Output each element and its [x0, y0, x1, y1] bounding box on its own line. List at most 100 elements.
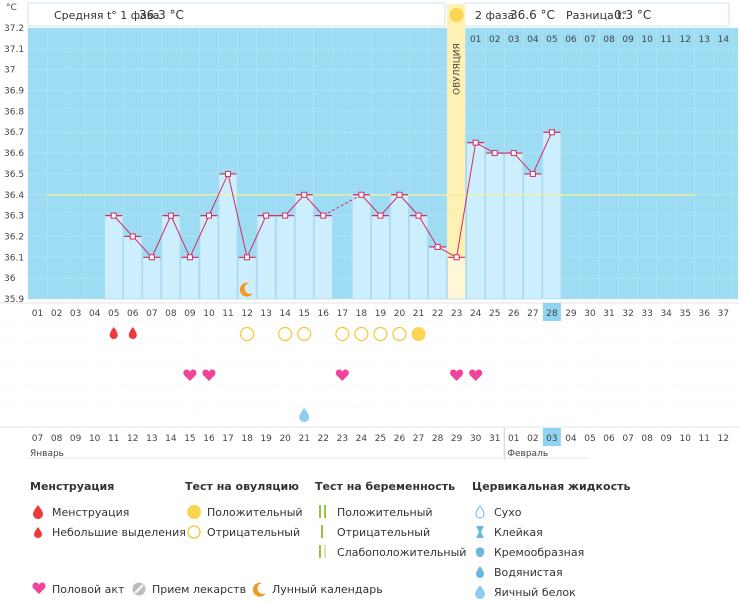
temperature-point[interactable]	[186, 254, 193, 261]
heart-icon[interactable]	[202, 369, 216, 382]
temperature-point[interactable]	[129, 233, 136, 240]
cycle-day-label[interactable]: 25	[489, 309, 500, 319]
calendar-date-label[interactable]: 29	[451, 434, 463, 444]
calendar-date-label[interactable]: 05	[584, 434, 595, 444]
cycle-day-label[interactable]: 36	[699, 309, 711, 319]
calendar-date-label[interactable]: 20	[279, 434, 291, 444]
calendar-date-label[interactable]: 01	[508, 434, 519, 444]
cycle-day-label[interactable]: 17	[337, 309, 348, 319]
calendar-date-label[interactable]: 11	[699, 434, 710, 444]
calendar-date-label[interactable]: 02	[527, 434, 538, 444]
cycle-day-label[interactable]: 20	[394, 309, 406, 319]
temperature-point[interactable]	[244, 254, 251, 261]
calendar-date-label[interactable]: 10	[89, 434, 101, 444]
cycle-day-label[interactable]: 23	[451, 309, 462, 319]
ovulation-test-negative-icon[interactable]	[335, 326, 350, 342]
ovulation-test-negative-icon[interactable]	[354, 326, 369, 342]
calendar-date-label[interactable]: 16	[203, 434, 215, 444]
temperature-point[interactable]	[167, 212, 174, 219]
temperature-point[interactable]	[225, 170, 232, 177]
cycle-day-label[interactable]: 11	[222, 309, 233, 319]
temperature-point[interactable]	[282, 212, 289, 219]
temperature-point[interactable]	[205, 212, 212, 219]
ovulation-test-negative-icon[interactable]	[297, 326, 312, 342]
calendar-date-label[interactable]: 15	[184, 434, 195, 444]
cycle-day-label[interactable]: 14	[279, 309, 291, 319]
cycle-day-label[interactable]: 06	[127, 309, 139, 319]
cycle-day-label[interactable]: 30	[584, 309, 596, 319]
calendar-date-label[interactable]: 04	[565, 434, 577, 444]
eggwhite-drop-icon[interactable]	[299, 408, 310, 422]
temperature-point[interactable]	[358, 191, 365, 198]
cycle-day-label[interactable]: 01	[32, 309, 43, 319]
ovulation-test-negative-icon[interactable]	[239, 326, 255, 342]
ovulation-test-positive-icon[interactable]	[411, 327, 426, 341]
temperature-point[interactable]	[148, 254, 155, 261]
calendar-date-label[interactable]: 12	[718, 434, 729, 444]
calendar-date-label[interactable]: 09	[70, 434, 82, 444]
cycle-day-label[interactable]: 21	[413, 309, 424, 319]
temperature-point[interactable]	[453, 254, 460, 261]
calendar-date-label[interactable]: 23	[337, 434, 348, 444]
cycle-day-label[interactable]: 16	[318, 309, 330, 319]
calendar-date-label[interactable]: 19	[260, 434, 272, 444]
cycle-day-label[interactable]: 34	[660, 309, 672, 319]
cycle-day-label[interactable]: 32	[622, 309, 633, 319]
cycle-day-label[interactable]: 28	[546, 309, 558, 319]
calendar-date-label[interactable]: 08	[641, 434, 653, 444]
calendar-date-label[interactable]: 24	[356, 434, 368, 444]
heart-icon[interactable]	[335, 369, 349, 382]
temperature-point[interactable]	[472, 139, 479, 146]
calendar-date-label[interactable]: 17	[222, 434, 233, 444]
calendar-date-label[interactable]: 25	[375, 434, 386, 444]
calendar-date-label[interactable]: 07	[622, 434, 633, 444]
temperature-point[interactable]	[434, 243, 441, 250]
ovulation-test-negative-icon[interactable]	[278, 326, 293, 342]
temperature-point[interactable]	[396, 191, 403, 198]
cycle-day-label[interactable]: 09	[184, 309, 196, 319]
temperature-point[interactable]	[548, 129, 555, 136]
calendar-date-label[interactable]: 12	[127, 434, 138, 444]
calendar-date-label[interactable]: 10	[679, 434, 691, 444]
cycle-day-label[interactable]: 29	[565, 309, 577, 319]
cycle-day-label[interactable]: 13	[260, 309, 271, 319]
heart-icon[interactable]	[450, 369, 464, 382]
cycle-day-label[interactable]: 37	[718, 309, 729, 319]
temperature-point[interactable]	[510, 150, 517, 157]
calendar-date-label[interactable]: 21	[298, 434, 309, 444]
calendar-date-label[interactable]: 07	[32, 434, 43, 444]
calendar-date-label[interactable]: 09	[660, 434, 672, 444]
cycle-day-label[interactable]: 31	[603, 309, 614, 319]
calendar-date-label[interactable]: 22	[318, 434, 329, 444]
cycle-day-label[interactable]: 18	[356, 309, 368, 319]
calendar-date-label[interactable]: 28	[432, 434, 444, 444]
cycle-day-label[interactable]: 02	[51, 309, 62, 319]
calendar-date-label[interactable]: 27	[413, 434, 424, 444]
cycle-day-label[interactable]: 26	[508, 309, 520, 319]
menstruation-drop-icon[interactable]	[128, 327, 137, 339]
ovulation-test-negative-icon[interactable]	[392, 326, 407, 342]
calendar-date-label[interactable]: 18	[241, 434, 253, 444]
cycle-day-label[interactable]: 08	[165, 309, 177, 319]
temperature-point[interactable]	[263, 212, 270, 219]
calendar-date-label[interactable]: 14	[165, 434, 177, 444]
cycle-day-label[interactable]: 10	[203, 309, 215, 319]
calendar-date-label[interactable]: 31	[489, 434, 500, 444]
cycle-day-label[interactable]: 07	[146, 309, 157, 319]
calendar-date-label[interactable]: 30	[470, 434, 482, 444]
calendar-date-label[interactable]: 06	[603, 434, 615, 444]
cycle-day-label[interactable]: 24	[470, 309, 482, 319]
cycle-day-label[interactable]: 15	[298, 309, 309, 319]
calendar-date-label[interactable]: 03	[546, 434, 557, 444]
ovulation-test-negative-icon[interactable]	[373, 326, 388, 342]
temperature-point[interactable]	[377, 212, 384, 219]
temperature-point[interactable]	[491, 150, 498, 157]
cycle-day-label[interactable]: 27	[527, 309, 538, 319]
temperature-point[interactable]	[320, 212, 327, 219]
calendar-date-label[interactable]: 11	[108, 434, 119, 444]
temperature-point[interactable]	[415, 212, 422, 219]
cycle-day-label[interactable]: 35	[679, 309, 690, 319]
calendar-date-label[interactable]: 26	[394, 434, 406, 444]
temperature-point[interactable]	[110, 212, 117, 219]
cycle-day-label[interactable]: 05	[108, 309, 119, 319]
